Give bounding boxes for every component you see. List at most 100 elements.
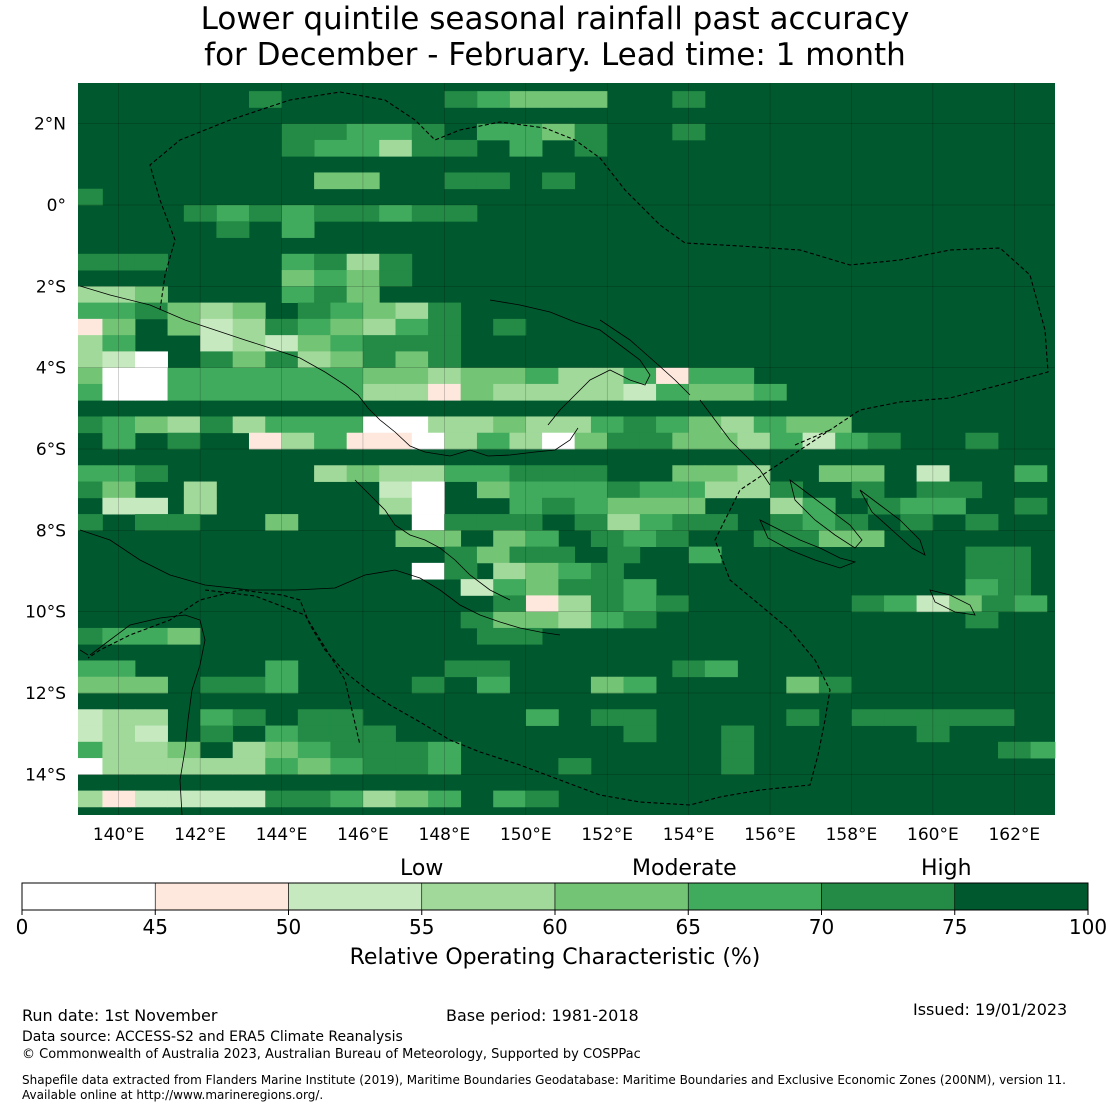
roc-cell bbox=[232, 741, 266, 759]
roc-cell bbox=[265, 416, 299, 434]
roc-cell bbox=[916, 595, 950, 613]
longitude-tick-label: 142°E bbox=[174, 825, 226, 845]
roc-cell bbox=[232, 367, 266, 385]
longitude-tick-label: 158°E bbox=[826, 825, 878, 845]
lat-lon-gridlines bbox=[78, 83, 1055, 815]
roc-cell bbox=[590, 595, 624, 613]
roc-cell bbox=[411, 514, 445, 531]
roc-cell bbox=[428, 335, 462, 352]
roc-cell bbox=[167, 432, 201, 450]
roc-cell bbox=[346, 432, 380, 450]
roc-cell bbox=[623, 725, 657, 743]
roc-cell bbox=[998, 546, 1031, 564]
roc-cell bbox=[721, 758, 755, 775]
roc-cell bbox=[200, 725, 234, 743]
roc-cell bbox=[265, 676, 299, 694]
roc-cell bbox=[590, 367, 624, 385]
roc-cell bbox=[297, 335, 331, 352]
roc-cell bbox=[558, 562, 592, 580]
longitude-tick-label: 148°E bbox=[419, 825, 471, 845]
roc-cell bbox=[476, 514, 510, 531]
roc-cell bbox=[411, 205, 445, 222]
colorbar-tick-label: 55 bbox=[409, 915, 434, 939]
roc-cell bbox=[281, 253, 315, 271]
roc-cell bbox=[330, 790, 364, 808]
roc-cell bbox=[590, 383, 624, 401]
roc-cell bbox=[656, 383, 690, 401]
roc-cell bbox=[297, 758, 331, 775]
roc-cell bbox=[428, 318, 462, 336]
roc-cell bbox=[134, 465, 168, 482]
roc-cell bbox=[102, 741, 136, 759]
roc-cell bbox=[965, 579, 999, 596]
roc-cell bbox=[183, 205, 217, 222]
roc-cell bbox=[265, 351, 299, 369]
roc-cell bbox=[525, 416, 559, 434]
roc-cell bbox=[248, 432, 282, 450]
latitude-tick-label: 0° bbox=[47, 196, 66, 216]
roc-cell bbox=[232, 318, 266, 336]
roc-cell bbox=[362, 758, 396, 775]
roc-grid-cells bbox=[78, 91, 1056, 808]
roc-cell bbox=[509, 123, 543, 141]
roc-cell bbox=[525, 530, 559, 547]
roc-cell bbox=[395, 383, 429, 401]
colorbar-tick-label: 70 bbox=[809, 915, 834, 939]
roc-cell bbox=[704, 514, 738, 531]
roc-cell bbox=[786, 676, 820, 694]
roc-cell bbox=[770, 497, 804, 515]
roc-cell bbox=[493, 530, 527, 547]
map-figure: 140°E 142°E 144°E 146°E 148°E 150°E 152°E 154°E… bbox=[16, 83, 1107, 939]
roc-cell bbox=[314, 270, 348, 287]
roc-cell bbox=[281, 432, 315, 450]
roc-cell bbox=[78, 676, 103, 694]
roc-cell bbox=[558, 579, 592, 596]
latitude-tick-labels: 2°N 0° 2°S 4°S 6°S 8°S 10°S 12°S 14°S bbox=[25, 115, 66, 786]
roc-cell bbox=[525, 790, 559, 808]
roc-cell bbox=[102, 416, 136, 434]
roc-cell bbox=[786, 530, 820, 547]
roc-cell bbox=[916, 725, 950, 743]
colorbar-tick-label: 65 bbox=[676, 915, 701, 939]
roc-cell bbox=[998, 579, 1031, 596]
roc-cell bbox=[134, 709, 168, 726]
coastline-new-guinea-south bbox=[79, 529, 561, 636]
roc-cell bbox=[476, 627, 510, 645]
latitude-tick-label: 12°S bbox=[25, 684, 66, 704]
roc-cell bbox=[476, 676, 510, 694]
roc-cell bbox=[200, 367, 234, 385]
roc-cell bbox=[623, 709, 657, 726]
coastline-solomons-1 bbox=[789, 479, 863, 549]
roc-cell bbox=[232, 676, 266, 694]
roc-cell bbox=[102, 383, 136, 401]
run-date: Run date: 1st November bbox=[22, 1006, 218, 1025]
roc-cell bbox=[167, 741, 201, 759]
roc-cell bbox=[167, 790, 201, 808]
latitude-tick-label: 2°N bbox=[34, 115, 66, 135]
roc-cell bbox=[102, 318, 136, 336]
roc-cell bbox=[476, 465, 510, 482]
roc-cell bbox=[379, 481, 413, 499]
roc-cell bbox=[525, 383, 559, 401]
roc-cell bbox=[949, 481, 983, 499]
roc-cell bbox=[411, 465, 445, 482]
roc-cell bbox=[102, 432, 136, 450]
roc-cell bbox=[200, 318, 234, 336]
roc-cell bbox=[444, 205, 478, 222]
roc-cell bbox=[297, 725, 331, 743]
roc-cell bbox=[835, 514, 869, 531]
roc-cell bbox=[78, 465, 103, 482]
roc-cell bbox=[411, 123, 445, 141]
roc-cell bbox=[428, 367, 462, 385]
roc-cell bbox=[493, 383, 527, 401]
roc-cell bbox=[346, 270, 380, 287]
roc-cell bbox=[411, 562, 445, 580]
roc-cell bbox=[395, 351, 429, 369]
roc-cell bbox=[78, 335, 103, 352]
roc-cell bbox=[102, 302, 136, 320]
roc-cell bbox=[314, 123, 348, 141]
roc-cell bbox=[134, 676, 168, 694]
roc-cell bbox=[428, 383, 462, 401]
roc-cell bbox=[314, 465, 348, 482]
roc-cell bbox=[884, 709, 917, 726]
